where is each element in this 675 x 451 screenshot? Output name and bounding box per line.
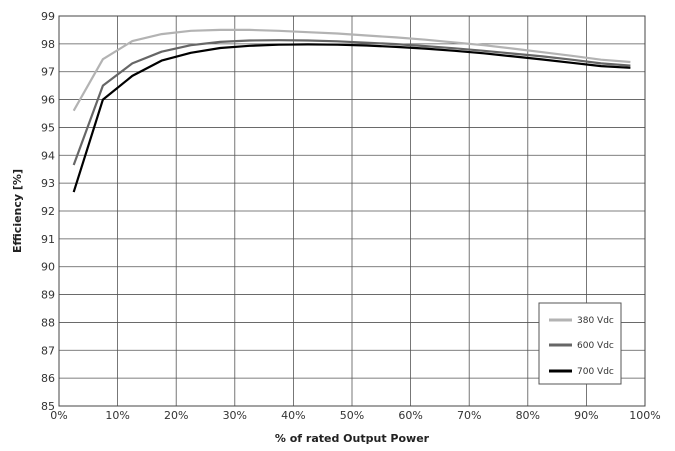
y-tick-label: 93 (41, 177, 55, 190)
x-tick-label: 0% (50, 409, 67, 422)
y-tick-label: 86 (41, 372, 55, 385)
x-axis-title: % of rated Output Power (275, 432, 430, 445)
y-tick-label: 91 (41, 233, 55, 246)
x-tick-label: 50% (340, 409, 364, 422)
y-tick-label: 88 (41, 316, 55, 329)
x-tick-label: 40% (281, 409, 305, 422)
x-tick-label: 80% (516, 409, 540, 422)
tick-labels: 0% 10% 20% 30% 40% 50% 60% 70% 80% 90% 100% 85 86 87 8… (41, 10, 661, 422)
x-tick-label: 90% (574, 409, 598, 422)
y-axis-title: Efficiency [%] (11, 169, 24, 253)
y-tick-label: 97 (41, 66, 55, 79)
x-tick-label: 30% (223, 409, 247, 422)
x-tick-label: 70% (457, 409, 481, 422)
series-line-700-vdc (72, 43, 631, 193)
series-line-600-vdc (72, 39, 631, 166)
x-tick-label: 100% (629, 409, 660, 422)
series-lines (72, 28, 631, 193)
y-tick-label: 95 (41, 121, 55, 134)
y-tick-label: 85 (41, 400, 55, 413)
y-tick-label: 89 (41, 289, 55, 302)
x-tick-label: 60% (398, 409, 422, 422)
y-tick-label: 98 (41, 38, 55, 51)
x-tick-label: 20% (164, 409, 188, 422)
y-tick-label: 94 (41, 149, 55, 162)
y-tick-label: 87 (41, 344, 55, 357)
y-tick-label: 90 (41, 261, 55, 274)
legend-label-600-vdc: 600 Vdc (577, 341, 614, 351)
y-tick-label: 96 (41, 94, 55, 107)
legend-label-700-vdc: 700 Vdc (577, 367, 614, 377)
y-tick-label: 92 (41, 205, 55, 218)
legend: 380 Vdc 600 Vdc 700 Vdc (538, 302, 622, 385)
legend-label-380-vdc: 380 Vdc (577, 316, 614, 326)
plot-frame (58, 15, 646, 407)
series-line-380-vdc (72, 28, 631, 112)
x-tick-label: 10% (105, 409, 129, 422)
y-tick-label: 99 (41, 10, 55, 23)
